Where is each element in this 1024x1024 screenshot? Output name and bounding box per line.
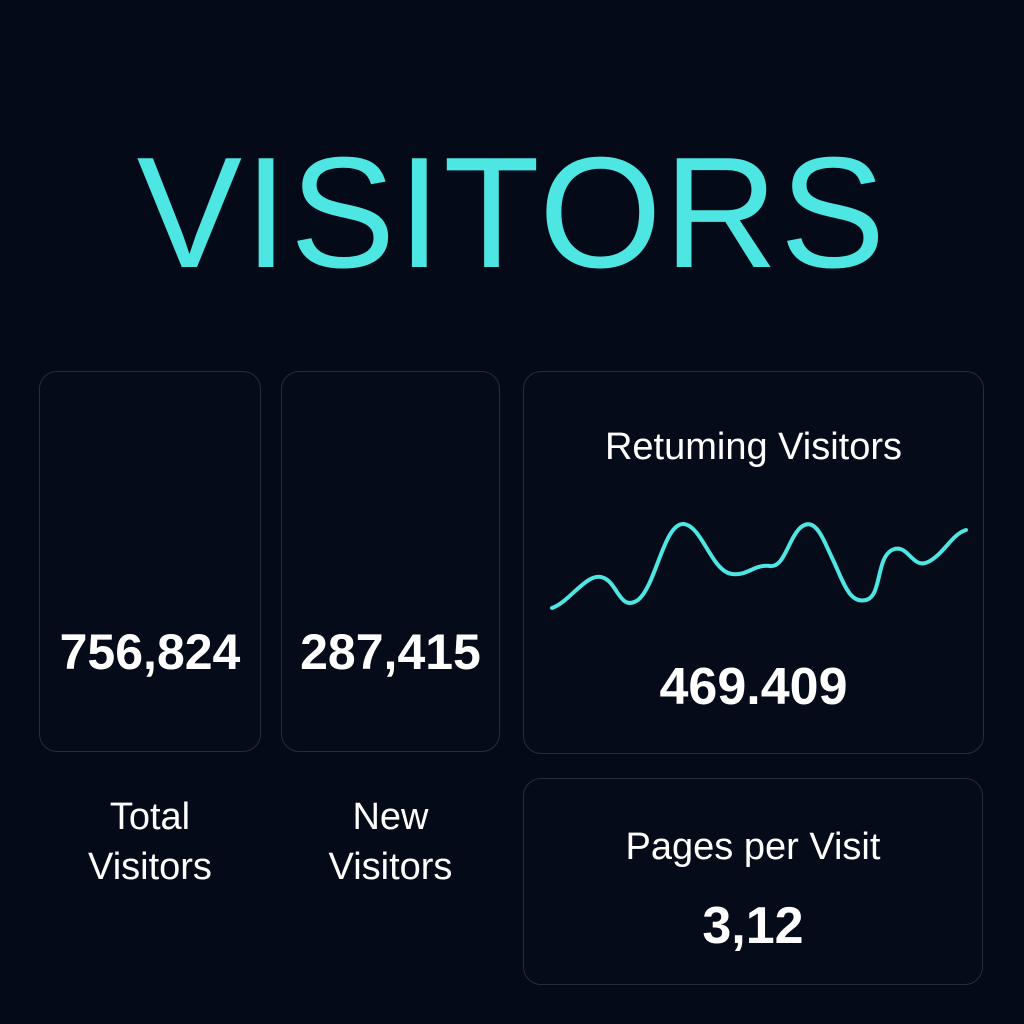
total-visitors-label-line2: Visitors bbox=[88, 846, 212, 888]
new-visitors-card: New Visitors 287,415 bbox=[281, 371, 500, 888]
pages-per-visit-value: 3,12 bbox=[702, 897, 804, 955]
total-visitors-card: Total Visitors 756,824 bbox=[39, 371, 261, 888]
returning-visitors-card: Retuming Visitors 469.409 bbox=[523, 371, 984, 754]
new-visitors-label-line2: Visitors bbox=[328, 846, 453, 888]
returning-visitors-sparkline bbox=[550, 522, 968, 610]
total-visitors-value: 756,824 bbox=[59, 624, 241, 680]
returning-visitors-value: 469.409 bbox=[659, 658, 848, 716]
total-visitors-label: Total Visitors bbox=[40, 792, 260, 892]
pages-per-visit-card: Pages per Visit 3,12 bbox=[523, 778, 983, 985]
pages-per-visit-label: Pages per Visit bbox=[625, 826, 881, 868]
new-visitors-value: 287,415 bbox=[300, 624, 481, 680]
new-visitors-label: New Visitors bbox=[282, 792, 499, 892]
sparkline-trend-line bbox=[550, 522, 968, 610]
total-visitors-label-line1: Total bbox=[109, 796, 191, 838]
returning-visitors-label: Retuming Visitors bbox=[604, 426, 903, 468]
new-visitors-label-line1: New bbox=[352, 796, 429, 838]
page-title: VISITORS bbox=[136, 125, 888, 301]
